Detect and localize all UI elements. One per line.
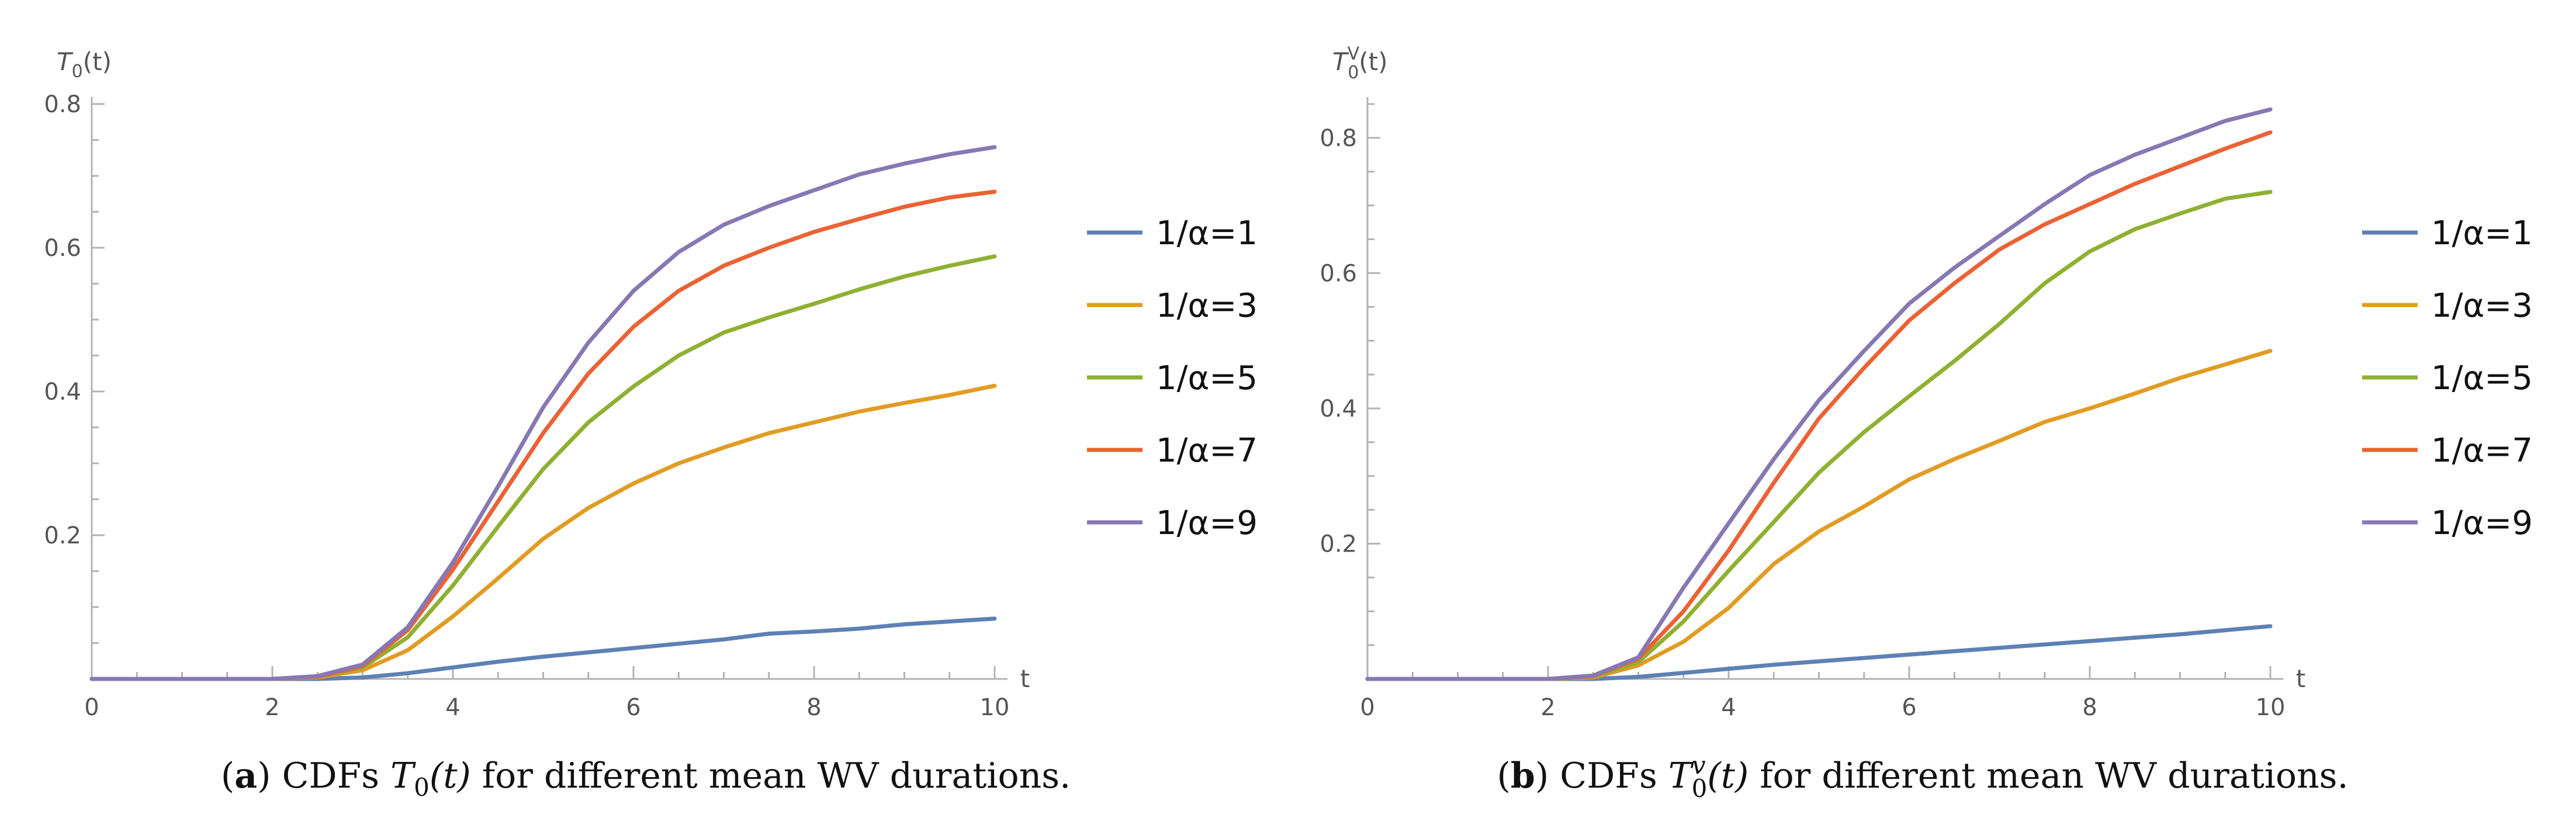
- legend-label: 1/α=5: [1156, 359, 1258, 397]
- series-line-2: [89, 383, 997, 681]
- x-axis-label: t: [1020, 664, 1030, 693]
- y-axis-label-arg: (t): [83, 47, 112, 76]
- caption: (b) CDFs Tv 0(t) for different mean WV du…: [1497, 751, 2348, 803]
- legend-label: 1/α=3: [1156, 287, 1258, 325]
- legend-label: 1/α=9: [1156, 504, 1258, 542]
- caption-sub: 0: [1692, 774, 1708, 803]
- series-line-1: [89, 616, 997, 681]
- series-line-4: [1365, 130, 2273, 681]
- caption-tag: b: [1511, 755, 1535, 796]
- y-axis-label: TV 0(t): [1332, 44, 1388, 83]
- caption-suffix: for different mean WV durations.: [1749, 755, 2348, 796]
- caption-arg: (t): [1707, 755, 1749, 796]
- x-tick-label: 10: [980, 694, 1010, 721]
- legend-label: 1/α=1: [2431, 214, 2533, 252]
- y-tick-label: 0.8: [1320, 125, 1357, 152]
- caption-paren: ): [257, 755, 282, 796]
- caption-prefix: CDFs: [1560, 755, 1668, 796]
- caption-prefix: CDFs: [282, 755, 391, 796]
- caption-arg: (t): [430, 755, 471, 796]
- caption-paren: (: [1497, 755, 1510, 796]
- caption: (a) CDFs T0(t) for different mean WV dur…: [221, 755, 1071, 802]
- panel-a: 0 2 4 6 8 100.20.40.60.8tT0(t)1/α=11/α=31/α=5…: [44, 47, 1258, 802]
- y-axis-label-arg: (t): [1359, 47, 1387, 76]
- y-axis-label-main: T: [57, 47, 74, 76]
- y-axis-label-main: T: [1332, 47, 1349, 76]
- y-axis-label-sub: 0: [1348, 63, 1359, 83]
- x-tick-label: 2: [265, 694, 279, 721]
- series-line-3: [89, 254, 997, 681]
- caption-sub: 0: [414, 773, 430, 802]
- y-tick-label: 0.6: [1320, 260, 1357, 287]
- x-tick-label: 2: [1540, 694, 1555, 721]
- y-tick-label: 0.4: [44, 379, 81, 405]
- y-tick-label: 0.2: [44, 522, 81, 549]
- legend-label: 1/α=3: [2431, 287, 2533, 325]
- y-tick-label: 0.2: [1320, 531, 1357, 557]
- x-tick-label: 10: [2256, 694, 2286, 721]
- caption-math: T: [1668, 755, 1694, 796]
- series-line-5: [89, 145, 997, 681]
- legend-label: 1/α=9: [2431, 504, 2533, 542]
- series-line-5: [1365, 107, 2273, 681]
- x-tick-label: 8: [2082, 694, 2097, 721]
- x-tick-label: 8: [806, 694, 821, 721]
- x-tick-label: 6: [626, 694, 640, 721]
- x-tick-label: 6: [1902, 694, 1916, 721]
- legend-label: 1/α=1: [1156, 214, 1258, 252]
- caption-sup: v: [1692, 751, 1706, 779]
- series-line-3: [1365, 190, 2273, 681]
- legend-label: 1/α=7: [1156, 432, 1258, 470]
- caption-suffix: for different mean WV durations.: [471, 755, 1071, 796]
- legend-label: 1/α=7: [2431, 432, 2533, 470]
- caption-paren: ): [1535, 755, 1560, 796]
- x-tick-label: 0: [1360, 694, 1374, 721]
- legend-label: 1/α=5: [2431, 359, 2533, 397]
- x-tick-label: 4: [445, 694, 460, 721]
- x-tick-label: 0: [84, 694, 99, 721]
- x-axis-label: t: [2296, 664, 2305, 693]
- series-line-1: [1365, 624, 2273, 681]
- y-tick-label: 0.4: [1320, 396, 1357, 422]
- caption-tag: a: [234, 755, 257, 796]
- y-axis-label: T0(t): [57, 47, 112, 82]
- y-tick-label: 0.8: [44, 91, 81, 118]
- caption-math: T: [390, 755, 416, 796]
- y-axis-label-sub: 0: [72, 61, 83, 82]
- y-tick-label: 0.6: [44, 235, 81, 262]
- caption-paren: (: [221, 755, 234, 796]
- x-tick-label: 4: [1721, 694, 1736, 721]
- y-axis-label-sup: V: [1348, 44, 1360, 64]
- series-line-4: [89, 189, 997, 681]
